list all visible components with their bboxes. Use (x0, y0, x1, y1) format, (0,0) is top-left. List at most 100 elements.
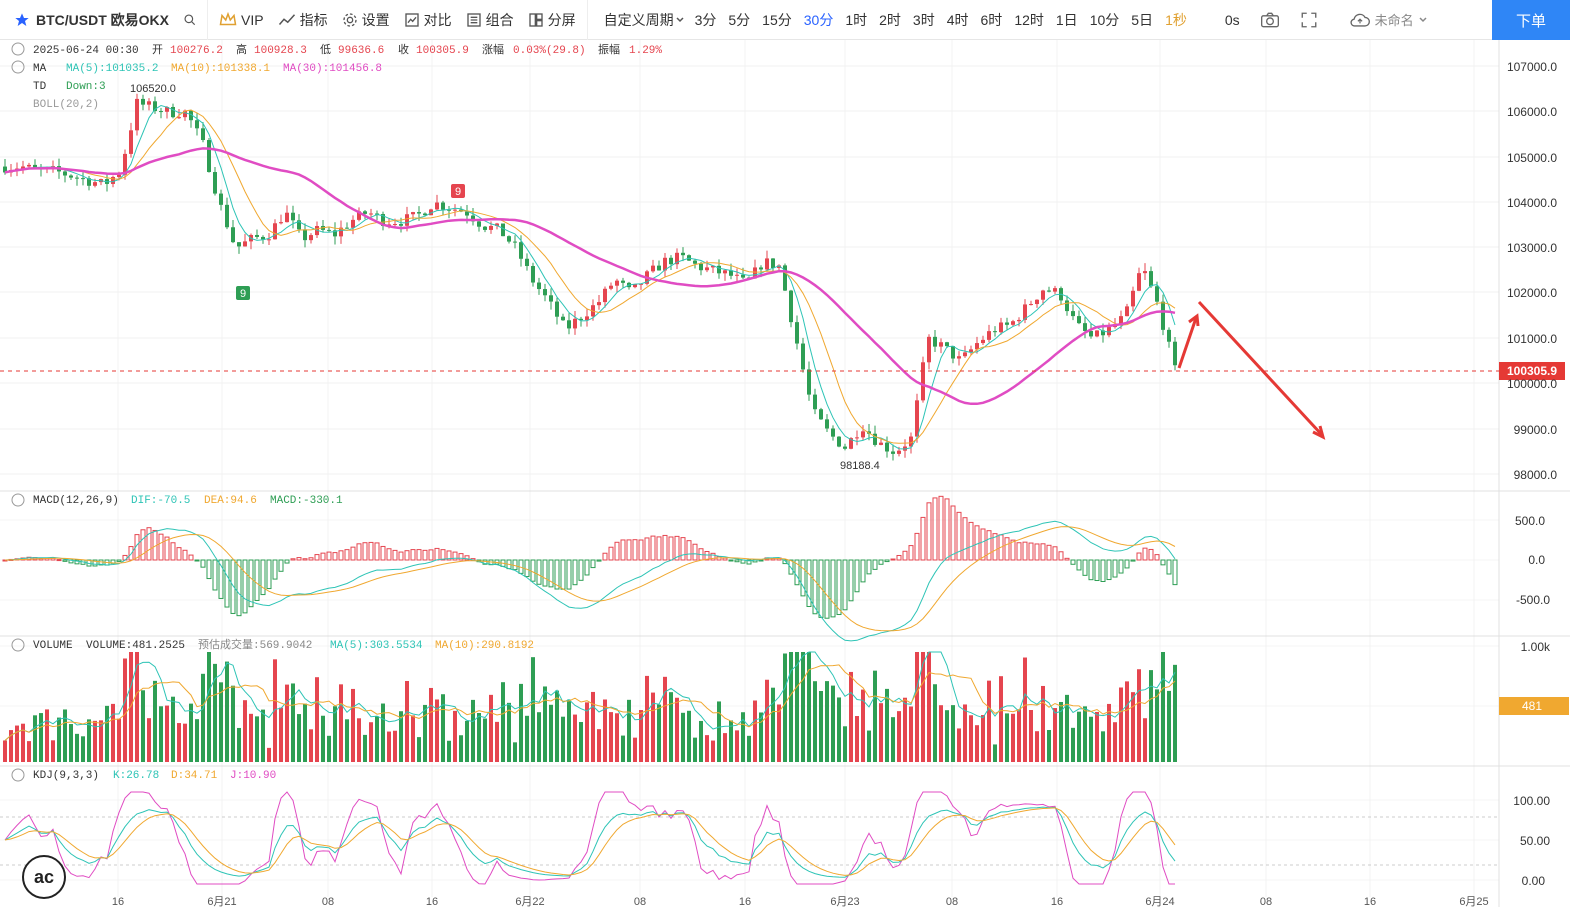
volume-current-badge: 481 (1522, 699, 1542, 713)
collapse-toggle-icon[interactable] (11, 493, 25, 507)
volume-bar (1113, 722, 1117, 762)
period-3m[interactable]: 3分 (694, 11, 717, 28)
symbol-selector[interactable]: BTC/USDT 欧易OKX (0, 0, 208, 40)
volume-bar (951, 705, 955, 762)
macd-histogram-bar (1010, 539, 1016, 561)
volume-bar (675, 697, 679, 762)
macd-histogram-bar (1022, 541, 1028, 561)
collapse-toggle-icon[interactable] (11, 42, 25, 56)
price-tick: 99000.0 (1514, 423, 1558, 437)
period-1h[interactable]: 1时 (845, 11, 868, 28)
candle-body (63, 171, 67, 176)
vip-button[interactable]: VIP (212, 0, 271, 40)
period-10m[interactable]: 10分 (1089, 11, 1120, 28)
down-arrow-head[interactable] (1312, 425, 1326, 440)
candle-body (165, 106, 169, 112)
compare-button[interactable]: 对比 (397, 0, 459, 40)
up-arrow-line[interactable] (1177, 317, 1198, 369)
up-arrow-head[interactable] (1188, 313, 1200, 327)
candle-body (117, 174, 121, 177)
macd-histogram-bar (1082, 559, 1088, 576)
macd-histogram-bar (734, 559, 740, 563)
low-marker: 98188.4 (840, 460, 880, 472)
volume-bar (861, 689, 865, 762)
macd-histogram-bar (884, 559, 890, 563)
volume-bar (1041, 685, 1045, 762)
period-5m[interactable]: 5分 (728, 11, 751, 28)
time-tick: 6月22 (515, 896, 544, 907)
collapse-toggle-icon[interactable] (11, 768, 25, 782)
td9-bottom-text: 9 (240, 288, 246, 300)
candle-body (1125, 306, 1129, 317)
macd-histogram-bar (578, 559, 584, 581)
period-1d[interactable]: 1日 (1055, 11, 1078, 28)
macd-histogram-bar (962, 517, 968, 561)
candle-body (1101, 330, 1105, 336)
down-arrow-line[interactable] (1197, 300, 1324, 437)
td9-bottom-badge (236, 286, 250, 300)
period-15m[interactable]: 15分 (762, 11, 792, 28)
symbol-name[interactable]: BTC/USDT 欧易OKX (36, 11, 169, 28)
volume-bar (855, 716, 859, 762)
period-3h[interactable]: 3时 (912, 11, 935, 28)
volume-bar (531, 657, 535, 762)
star-icon[interactable] (14, 12, 30, 28)
macd-histogram-bar (392, 549, 398, 561)
candle-body (735, 274, 739, 276)
macd-histogram-bar (848, 559, 854, 602)
chevron-down-icon[interactable] (675, 15, 685, 25)
volume-bar (93, 720, 97, 762)
split-screen-button[interactable]: 分屏 (521, 0, 583, 40)
camera-icon[interactable] (1260, 11, 1280, 29)
time-tick: 16 (426, 896, 438, 907)
period-30m[interactable]: 30分 (803, 11, 834, 28)
candle-body (93, 182, 97, 186)
time-axis: 16 6月21 08 16 6月22 08 16 6月23 08 16 6月24 08 16 6月25 (112, 896, 1489, 907)
price-tick: 100000.0 (1507, 377, 1557, 391)
ma-lines (4, 104, 1176, 450)
layout-dropdown[interactable]: 未命名 (1342, 0, 1435, 40)
macd-histogram-bar (464, 555, 470, 561)
macd-histogram-bar (1148, 548, 1154, 561)
period-1s[interactable]: 1秒 (1165, 11, 1187, 28)
candle-body (285, 212, 289, 223)
macd-histogram-bar (596, 559, 602, 562)
period-5d[interactable]: 5日 (1131, 11, 1154, 28)
macd-histogram-bar (386, 548, 392, 561)
candle-body (1083, 323, 1087, 331)
place-order-button[interactable]: 下单 (1492, 0, 1570, 40)
custom-period-dropdown[interactable]: 自定义周期 (603, 11, 674, 28)
volume-bar (615, 713, 619, 762)
candle-body (1119, 316, 1123, 325)
volume-bar (507, 702, 511, 762)
macd-histogram-bar (1094, 559, 1100, 582)
period-12h[interactable]: 12时 (1014, 11, 1044, 28)
kdj-k-line (4, 806, 1176, 878)
indicators-button[interactable]: 指标 (271, 0, 335, 40)
period-6h[interactable]: 6时 (980, 11, 1003, 28)
period-2h[interactable]: 2时 (879, 11, 901, 28)
macd-histogram-bar (356, 543, 362, 561)
collapse-toggle-icon[interactable] (11, 60, 25, 74)
period-4h[interactable]: 4时 (946, 11, 969, 28)
candle-body (87, 178, 91, 186)
combo-button[interactable]: 组合 (459, 0, 521, 40)
price-tick: 104000.0 (1507, 196, 1557, 210)
search-icon[interactable] (183, 13, 197, 27)
chart-area[interactable]: 100305.9 107000.0 106000.0 105000.0 1040… (0, 40, 1570, 907)
volume-bar (159, 706, 163, 762)
volume-bar (321, 715, 325, 762)
collapse-toggle-icon[interactable] (11, 638, 25, 652)
candle-body (519, 242, 523, 259)
volume-bar (939, 705, 943, 762)
volume-bar (753, 700, 757, 762)
fullscreen-icon[interactable] (1300, 11, 1318, 29)
macd-histogram-bar (320, 552, 326, 561)
settings-button[interactable]: 设置 (335, 0, 397, 40)
candle-body (471, 215, 475, 222)
candle-body (411, 212, 415, 215)
drawn-arrows[interactable] (1177, 300, 1326, 440)
macd-histogram-bar (638, 539, 644, 561)
macd-histogram-bar (1070, 559, 1076, 565)
volume-bar (441, 694, 445, 762)
